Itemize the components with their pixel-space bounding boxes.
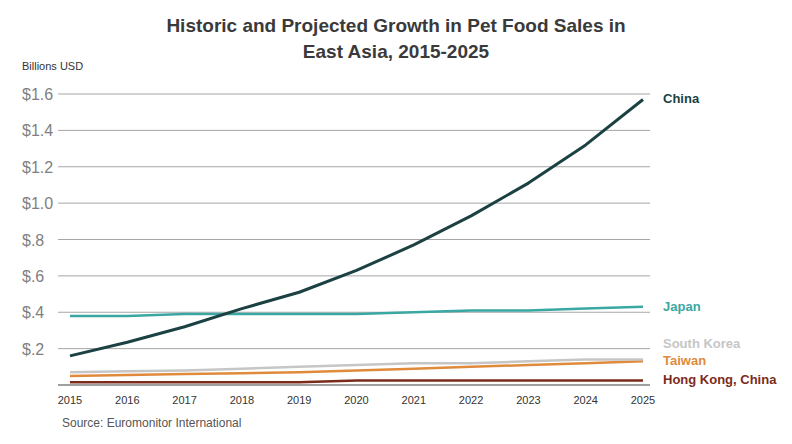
grid-line bbox=[58, 203, 650, 204]
x-tick-label: 2017 bbox=[172, 394, 196, 406]
y-tick-label: $.4 bbox=[22, 304, 44, 321]
grid-line bbox=[58, 312, 650, 313]
x-tick-label: 2020 bbox=[344, 394, 368, 406]
x-tick-label: 2015 bbox=[58, 394, 82, 406]
y-tick-label: $1.6 bbox=[22, 86, 53, 103]
y-tick-label: $.6 bbox=[22, 268, 44, 285]
x-tick-label: 2018 bbox=[230, 394, 254, 406]
grid-line bbox=[58, 166, 650, 167]
y-axis-label: Billions USD bbox=[22, 60, 83, 72]
x-tick-label: 2025 bbox=[631, 394, 655, 406]
x-tick-label: 2022 bbox=[459, 394, 483, 406]
series-line bbox=[70, 380, 643, 382]
y-tick-label: $.8 bbox=[22, 232, 44, 249]
y-tick-label: $1.0 bbox=[22, 195, 53, 212]
series-line bbox=[70, 360, 643, 373]
grid-line bbox=[58, 275, 650, 276]
x-tick-label: 2019 bbox=[287, 394, 311, 406]
grid-line bbox=[58, 130, 650, 131]
x-axis-line bbox=[58, 384, 650, 385]
series-label: China bbox=[663, 91, 700, 106]
chart: Historic and Projected Growth in Pet Foo… bbox=[0, 0, 792, 444]
grid-line bbox=[58, 94, 650, 95]
series-line bbox=[70, 99, 643, 355]
grid-line bbox=[58, 348, 650, 349]
series-label: South Korea bbox=[663, 336, 741, 351]
series-label: Taiwan bbox=[663, 353, 706, 368]
title: Historic and Projected Growth in Pet Foo… bbox=[166, 15, 625, 62]
title-line: East Asia, 2015-2025 bbox=[303, 41, 490, 62]
x-tick-label: 2021 bbox=[402, 394, 426, 406]
series-line bbox=[70, 361, 643, 376]
y-tick-label: $1.4 bbox=[22, 122, 53, 139]
series-line bbox=[70, 307, 643, 316]
x-tick-label: 2024 bbox=[573, 394, 597, 406]
series-label: Hong Kong, China bbox=[663, 372, 777, 387]
y-tick-label: $.2 bbox=[22, 341, 44, 358]
x-tick-label: 2023 bbox=[516, 394, 540, 406]
grid-line bbox=[58, 239, 650, 240]
series-label: Japan bbox=[663, 299, 701, 314]
x-tick-label: 2016 bbox=[115, 394, 139, 406]
source: Source: Euromonitor International bbox=[62, 416, 241, 430]
title-line: Historic and Projected Growth in Pet Foo… bbox=[166, 15, 625, 36]
plot-area bbox=[70, 99, 643, 382]
y-tick-label: $1.2 bbox=[22, 159, 53, 176]
